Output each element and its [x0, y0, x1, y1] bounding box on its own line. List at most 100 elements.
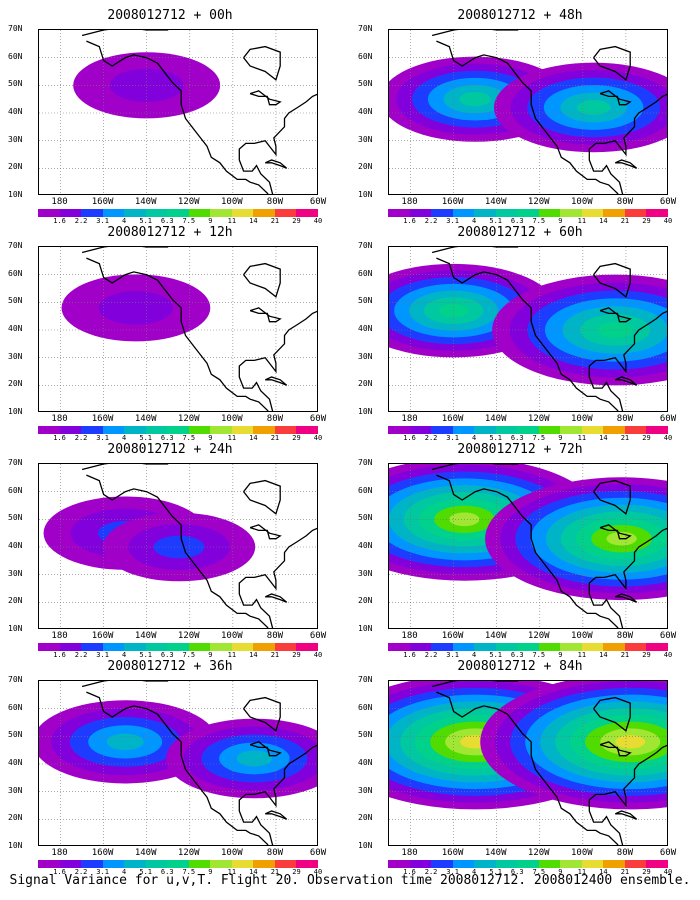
colorbar-label: 2.2	[74, 217, 88, 225]
colorbar-swatch	[581, 860, 604, 868]
colorbar-swatch	[188, 426, 211, 434]
lon-tick-label: 160W	[91, 197, 114, 207]
lon-tick-label: 100W	[221, 631, 243, 641]
coastline	[614, 593, 638, 603]
colorbar	[388, 643, 668, 651]
lon-tick-label: 80W	[266, 848, 284, 858]
colorbar-label: 7.5	[532, 868, 546, 876]
colorbar-label: 11	[577, 868, 587, 876]
colorbar-swatch	[388, 209, 410, 217]
colorbar-label: 1.6	[53, 434, 66, 442]
lat-tick-label: 40N	[8, 107, 23, 116]
colorbar-swatch	[210, 860, 232, 868]
colorbar-swatch	[431, 860, 453, 868]
coastline	[431, 464, 519, 471]
colorbar-label: 7.5	[182, 434, 196, 442]
colorbar-label: 14	[249, 217, 258, 225]
colorbar-swatch	[38, 209, 60, 217]
lon-tick-label: 120W	[177, 631, 200, 641]
colorbar-swatch	[274, 426, 297, 434]
colorbar-label: 11	[227, 217, 237, 225]
colorbar-label: 4	[472, 868, 477, 876]
colorbar-label: 7.5	[532, 434, 546, 442]
colorbar-label: 21	[620, 651, 630, 659]
colorbar-label: 29	[292, 651, 301, 659]
colorbar-label: 14	[249, 651, 258, 659]
lat-tick-label: 20N	[358, 813, 373, 823]
colorbar-swatch	[474, 426, 496, 434]
colorbar-swatch	[167, 209, 189, 217]
colorbar-swatch	[167, 426, 189, 434]
variance-contour	[106, 733, 144, 751]
colorbar-label: 1.6	[403, 651, 416, 659]
colorbar-swatch	[560, 643, 582, 651]
colorbar-swatch	[452, 860, 475, 868]
colorbar-label: 9	[558, 651, 563, 659]
lon-tick-label: 80W	[266, 414, 284, 424]
colorbar-label: 4	[122, 868, 127, 876]
colorbar-label: 4	[472, 651, 477, 659]
map-area	[388, 680, 668, 846]
colorbar	[388, 860, 668, 868]
lon-tick-label: 80W	[616, 197, 634, 207]
coastline	[436, 257, 619, 411]
colorbar-label: 5.1	[489, 217, 503, 225]
lat-tick-label: 20N	[8, 596, 23, 606]
lat-tick-label: 10N	[8, 841, 23, 850]
colorbar-label: 7.5	[532, 651, 546, 659]
colorbar-label: 2.2	[74, 868, 88, 876]
colorbar-swatch	[603, 209, 625, 217]
colorbar-label: 29	[642, 868, 651, 876]
lon-tick-label: 60W	[309, 631, 327, 641]
colorbar-label: 2.2	[424, 217, 438, 225]
lon-tick-label: 80W	[616, 631, 634, 641]
colorbar-swatch	[646, 426, 668, 434]
colorbar-labels: 1.6 2.2 3.1 4 5.1 6.3 7.5 9 11 14 21 29 40	[38, 868, 322, 877]
figure-caption: Signal Variance for u,v,T. Flight 20. Ob…	[9, 873, 691, 888]
colorbar-label: 3.1	[96, 868, 109, 876]
colorbar-label: 2.2	[74, 434, 88, 442]
colorbar-label: 9	[208, 217, 213, 225]
colorbar-swatch	[188, 860, 211, 868]
colorbar-swatch	[38, 426, 60, 434]
colorbar-swatch	[409, 643, 432, 651]
map-area	[388, 463, 668, 629]
coastline	[588, 527, 667, 628]
lon-tick-label: 180	[401, 414, 418, 424]
map-canvas	[39, 30, 317, 194]
colorbar-swatch	[253, 426, 275, 434]
map-panel: 2008012712 + 84h 70N 60N 50N 40N 30N 20N 10N 180…	[350, 659, 690, 876]
lat-tick-label: 30N	[358, 351, 373, 361]
colorbar-swatch	[495, 209, 518, 217]
lon-tick-label: 160W	[441, 631, 464, 641]
colorbar-swatch	[296, 643, 318, 651]
lon-tick-label: 140W	[134, 848, 157, 858]
colorbar-swatch	[102, 426, 125, 434]
lat-tick-label: 20N	[8, 162, 23, 172]
map-panel: 2008012712 + 24h 70N 60N 50N 40N 30N 20N 10N 180…	[0, 442, 340, 659]
colorbar-swatch	[231, 860, 254, 868]
coastline	[243, 45, 281, 81]
map-canvas	[39, 464, 317, 628]
colorbar-swatch	[538, 209, 561, 217]
colorbar-swatch	[517, 426, 539, 434]
colorbar-label: 11	[577, 217, 587, 225]
colorbar-swatch	[495, 643, 518, 651]
colorbar-swatch	[59, 860, 82, 868]
colorbar-swatch	[210, 643, 232, 651]
colorbar-label: 11	[577, 651, 587, 659]
lon-tick-label: 140W	[484, 631, 507, 641]
coastline	[593, 479, 631, 515]
coastline	[264, 159, 288, 169]
colorbar-swatch	[231, 209, 254, 217]
colorbar-label: 21	[620, 217, 630, 225]
colorbar-swatch	[81, 209, 103, 217]
colorbar-swatch	[388, 426, 410, 434]
lat-tick-label: 20N	[8, 813, 23, 823]
panel-title: 2008012712 + 12h	[107, 225, 233, 240]
colorbar-swatch	[495, 860, 518, 868]
map-canvas	[389, 681, 667, 845]
colorbar-label: 29	[292, 868, 301, 876]
coastline	[588, 744, 667, 845]
colorbar-label: 4	[472, 434, 477, 442]
